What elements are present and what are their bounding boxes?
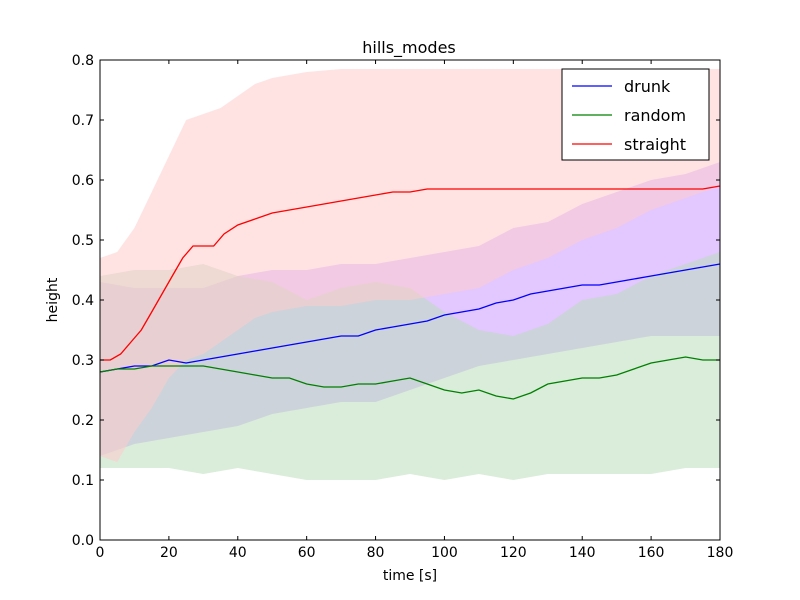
line-random (99, 356, 720, 400)
y-tick-label: 0.6 (72, 173, 94, 189)
legend-label-random: random (624, 106, 686, 125)
x-tick-label: 160 (638, 545, 665, 561)
x-tick-label: 0 (96, 545, 105, 561)
x-tick-label: 100 (431, 545, 458, 561)
legend: drunk random straight (561, 68, 710, 161)
y-tick-label: 0.3 (72, 353, 94, 369)
y-axis-ticks: 0.0 0.1 0.2 0.3 0.4 0.5 0.6 0.7 0.8 (72, 53, 720, 549)
x-tick-label: 140 (569, 545, 596, 561)
line-straight (100, 185, 721, 361)
y-tick-label: 0.5 (72, 233, 94, 249)
x-axis-label: time [s] (383, 568, 437, 584)
x-axis-ticks: 0 20 40 60 80 100 120 140 160 180 (96, 60, 734, 561)
x-tick-label: 20 (160, 545, 178, 561)
x-tick-label: 40 (229, 545, 247, 561)
y-tick-label: 0.2 (72, 413, 94, 429)
series-lines (99, 185, 721, 400)
legend-label-straight: straight (624, 135, 686, 154)
y-tick-label: 0.1 (72, 473, 94, 489)
confidence-bands (100, 69, 720, 480)
band-straight (100, 69, 720, 462)
y-axis-label: height (45, 277, 61, 322)
y-tick-label: 0.4 (72, 293, 94, 309)
x-tick-label: 60 (298, 545, 316, 561)
line-drunk (99, 263, 721, 373)
x-tick-label: 80 (367, 545, 385, 561)
chart-title: hills_modes (362, 38, 456, 58)
x-tick-label: 120 (500, 545, 527, 561)
x-tick-label: 180 (707, 545, 734, 561)
y-tick-label: 0.0 (72, 533, 94, 549)
legend-label-drunk: drunk (624, 77, 671, 96)
y-tick-label: 0.8 (72, 53, 94, 69)
y-tick-label: 0.7 (72, 113, 94, 129)
